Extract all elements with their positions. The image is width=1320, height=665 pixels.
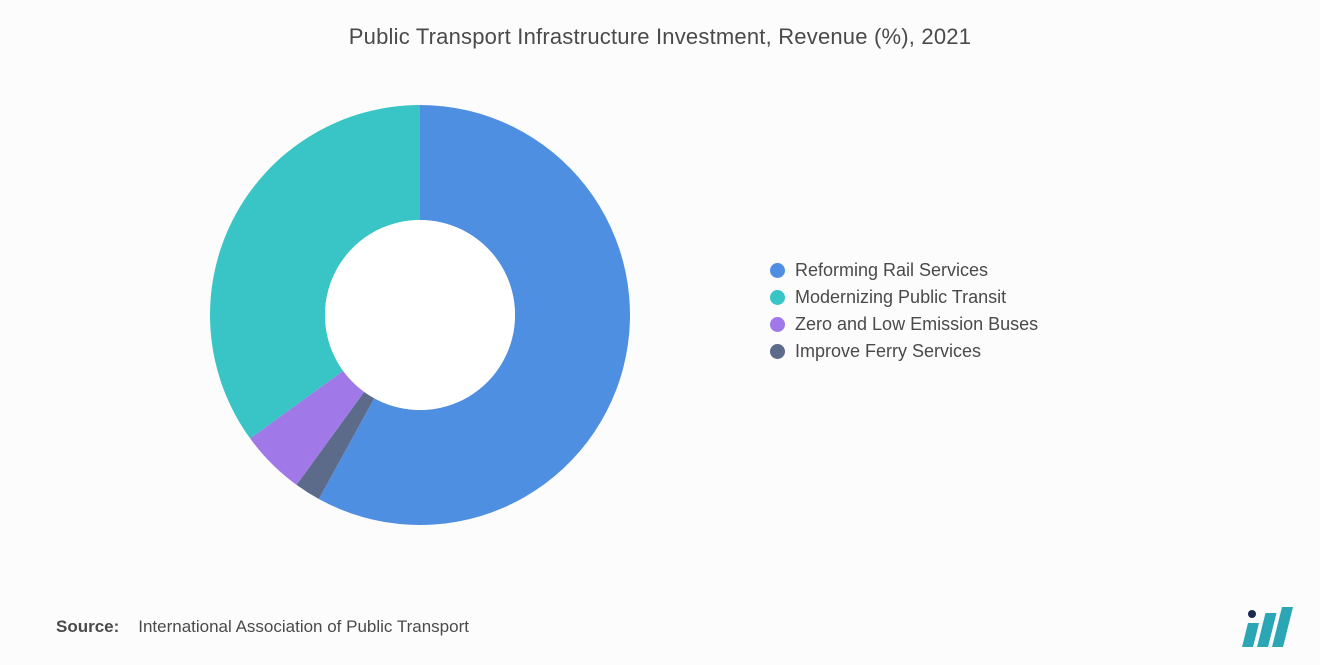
legend-item: Modernizing Public Transit: [770, 287, 1038, 308]
legend-label: Modernizing Public Transit: [795, 287, 1006, 308]
chart-title: Public Transport Infrastructure Investme…: [0, 24, 1320, 50]
donut-hole: [325, 220, 515, 410]
source-label: Source:: [56, 617, 119, 636]
source-citation: Source: International Association of Pub…: [56, 617, 469, 637]
legend-swatch: [770, 317, 785, 332]
legend: Reforming Rail Services Modernizing Publi…: [770, 260, 1038, 362]
legend-label: Zero and Low Emission Buses: [795, 314, 1038, 335]
legend-label: Reforming Rail Services: [795, 260, 988, 281]
legend-swatch: [770, 290, 785, 305]
legend-item: Reforming Rail Services: [770, 260, 1038, 281]
source-text: International Association of Public Tran…: [138, 617, 469, 636]
legend-item: Improve Ferry Services: [770, 341, 1038, 362]
legend-swatch: [770, 263, 785, 278]
legend-label: Improve Ferry Services: [795, 341, 981, 362]
brand-logo-icon: [1240, 607, 1298, 647]
legend-swatch: [770, 344, 785, 359]
donut-chart: [200, 95, 640, 535]
legend-item: Zero and Low Emission Buses: [770, 314, 1038, 335]
